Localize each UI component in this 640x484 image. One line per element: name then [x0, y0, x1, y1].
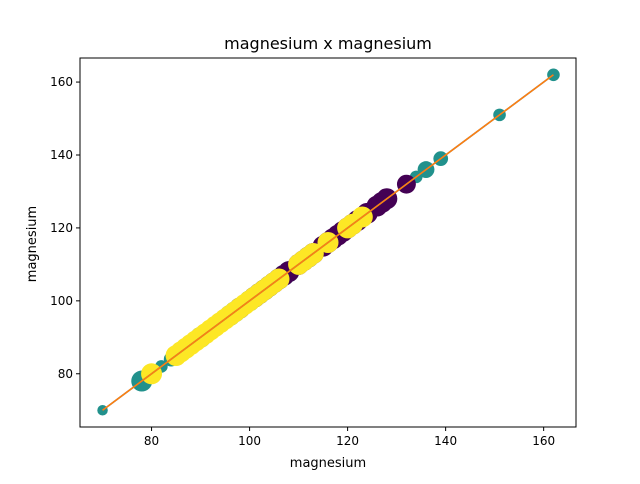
y-tick-label: 140 — [50, 148, 73, 162]
x-tick-label: 100 — [238, 434, 261, 448]
x-axis-label: magnesium — [290, 456, 366, 471]
y-axis-ticks: 80 100 120 140 160 — [50, 75, 80, 381]
x-tick-label: 120 — [336, 434, 359, 448]
identity-line — [102, 74, 554, 411]
fit-lines — [102, 74, 554, 411]
x-axis-ticks: 80 100 120 140 160 — [144, 427, 555, 448]
y-axis-label: magnesium — [25, 206, 40, 282]
y-tick-label: 160 — [50, 75, 73, 89]
x-tick-label: 140 — [434, 434, 457, 448]
x-tick-label: 80 — [144, 434, 159, 448]
y-tick-label: 120 — [50, 221, 73, 235]
chart-title: magnesium x magnesium — [224, 34, 432, 53]
data-point-class-1 — [547, 68, 560, 82]
y-tick-label: 100 — [50, 294, 73, 308]
x-tick-label: 160 — [532, 434, 555, 448]
y-tick-label: 80 — [58, 367, 73, 381]
axes-frame — [79, 57, 577, 428]
